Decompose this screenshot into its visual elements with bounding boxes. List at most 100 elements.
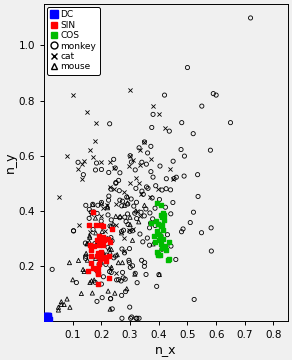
Point	[109, 265, 114, 270]
Point	[108, 159, 113, 165]
Point	[142, 260, 147, 266]
Point	[121, 248, 126, 254]
Point	[142, 202, 147, 208]
Point	[133, 208, 138, 214]
Point	[158, 233, 163, 239]
Point	[95, 202, 100, 208]
Point	[99, 251, 104, 256]
Point	[195, 172, 200, 177]
Point	[168, 187, 173, 193]
Point	[93, 279, 98, 285]
Point	[128, 153, 133, 159]
Point	[159, 222, 164, 228]
Point	[160, 246, 164, 252]
Point	[105, 202, 110, 208]
Point	[99, 159, 103, 165]
Point	[101, 274, 106, 280]
Point	[101, 242, 105, 248]
Point	[109, 235, 113, 240]
Point	[56, 194, 61, 200]
Point	[128, 315, 133, 321]
Point	[113, 213, 118, 219]
Point	[108, 249, 112, 255]
Point	[121, 275, 126, 281]
Point	[149, 169, 153, 175]
Point	[46, 314, 50, 319]
Point	[83, 253, 88, 259]
Point	[134, 199, 139, 205]
Point	[89, 211, 94, 217]
Point	[109, 247, 114, 252]
Point	[112, 290, 117, 296]
Point	[181, 226, 185, 232]
Point	[70, 277, 75, 283]
Point	[74, 280, 79, 285]
Point	[47, 318, 51, 323]
Point	[91, 243, 96, 249]
Point	[168, 243, 173, 249]
Point	[142, 264, 147, 269]
Point	[130, 237, 135, 243]
Point	[106, 197, 111, 203]
Point	[139, 210, 143, 215]
Point	[155, 221, 160, 227]
Point	[105, 205, 110, 211]
Point	[132, 210, 137, 216]
Point	[46, 315, 51, 321]
Point	[167, 128, 172, 134]
Point	[94, 266, 98, 271]
Point	[127, 260, 132, 265]
Point	[44, 315, 48, 321]
Point	[167, 256, 172, 262]
Point	[88, 70, 93, 76]
Point	[144, 184, 149, 190]
Point	[107, 269, 112, 274]
Point	[192, 297, 197, 302]
Point	[87, 215, 91, 221]
Point	[56, 304, 61, 310]
Point	[105, 203, 110, 209]
Point	[163, 247, 168, 253]
Point	[65, 296, 69, 302]
Point	[108, 184, 113, 190]
Point	[128, 87, 133, 93]
Point	[151, 112, 155, 117]
Point	[150, 216, 155, 222]
Point	[159, 241, 164, 247]
Point	[108, 223, 112, 229]
Point	[100, 224, 105, 229]
Point	[199, 103, 204, 109]
Point	[93, 240, 97, 246]
Point	[127, 246, 132, 252]
Point	[83, 256, 88, 261]
Point	[85, 109, 89, 114]
Point	[128, 180, 133, 185]
Point	[159, 233, 164, 239]
Point	[182, 153, 187, 159]
Point	[100, 242, 105, 247]
Point	[99, 218, 104, 224]
Point	[90, 202, 95, 207]
Point	[148, 156, 153, 162]
Point	[163, 243, 168, 248]
Point	[98, 249, 103, 255]
Point	[108, 296, 113, 302]
Point	[123, 276, 128, 282]
Point	[159, 246, 164, 251]
Point	[172, 176, 176, 181]
Point	[70, 92, 75, 98]
Point	[120, 270, 125, 275]
Point	[160, 227, 165, 233]
Point	[100, 206, 105, 211]
Point	[81, 266, 85, 272]
Point	[46, 317, 51, 323]
Point	[106, 212, 110, 218]
Point	[76, 167, 81, 172]
Point	[89, 278, 94, 284]
Point	[93, 256, 98, 261]
Point	[99, 222, 104, 228]
Point	[199, 230, 204, 235]
Point	[119, 293, 124, 298]
Point	[163, 204, 168, 210]
Point	[71, 228, 76, 234]
